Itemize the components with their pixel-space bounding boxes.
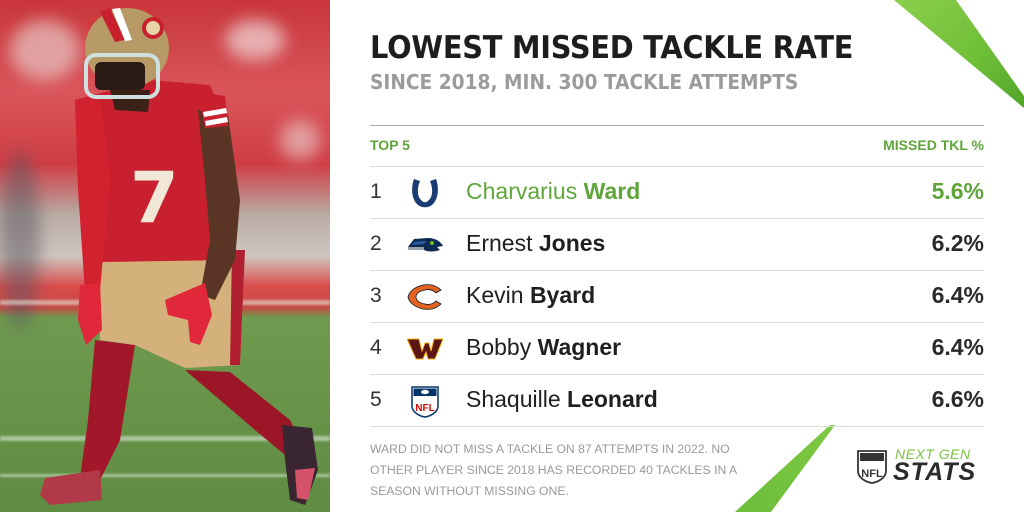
rank: 4 (370, 336, 382, 359)
rank: 5 (370, 388, 382, 411)
player-name: Kevin Byard (466, 282, 596, 308)
player-name: Bobby Wagner (466, 334, 622, 360)
table-row: 5 NFL Shaquille Leonard 6.6% (370, 375, 984, 427)
player-photo: 7 (0, 0, 330, 512)
table-row: 4 Bobby Wagner 6.4% (370, 323, 984, 375)
divider (370, 125, 984, 126)
crowd-blur (10, 20, 80, 80)
column-header-missed-tackle-pct: MISSED TKL % (883, 137, 984, 153)
divider (370, 270, 984, 271)
svg-text:NFL: NFL (861, 468, 883, 480)
missed-tackle-pct: 6.2% (931, 230, 984, 256)
rank: 3 (370, 284, 382, 307)
bears-c-icon (406, 280, 444, 314)
table-row: 3 Kevin Byard 6.4% (370, 271, 984, 323)
next-gen-label: NEXT GEN (895, 446, 971, 462)
commanders-w-icon (406, 332, 444, 366)
stats-card: LOWEST MISSED TACKLE RATE SINCE 2018, MI… (370, 0, 984, 512)
column-header-rank: TOP 5 (370, 137, 410, 153)
page-subtitle: SINCE 2018, MIN. 300 TACKLE ATTEMPTS (370, 70, 799, 94)
divider (370, 374, 984, 375)
next-gen-stats-logo: NFL NEXT GEN STATS (857, 446, 987, 486)
yard-line (0, 474, 330, 477)
divider (370, 218, 984, 219)
footnote: WARD DID NOT MISS A TACKLE ON 87 ATTEMPT… (370, 442, 737, 498)
table-row: 2 Ernest Jones 6.2% (370, 219, 984, 271)
missed-tackle-pct: 6.4% (931, 334, 984, 360)
page-title: LOWEST MISSED TACKLE RATE (370, 30, 854, 66)
rank: 2 (370, 232, 382, 255)
seahawks-icon (406, 228, 444, 262)
stats-label: STATS (893, 458, 977, 486)
table-row: 1 Charvarius Ward 5.6% (370, 167, 984, 219)
divider (370, 166, 984, 167)
nfl-shield-icon: NFL (406, 384, 444, 418)
missed-tackle-pct: 6.4% (931, 282, 984, 308)
crowd-blur (280, 120, 320, 160)
crowd-blur (225, 20, 285, 60)
rank: 1 (370, 180, 382, 203)
divider (370, 322, 984, 323)
colts-horseshoe-icon (406, 176, 444, 210)
player-name: Charvarius Ward (466, 178, 641, 204)
svg-text:NFL: NFL (415, 403, 434, 414)
player-name: Ernest Jones (466, 230, 606, 256)
yard-line (0, 436, 330, 441)
svg-text:7: 7 (130, 157, 179, 239)
missed-tackle-pct: 6.6% (931, 386, 984, 412)
player-figure: 7 (40, 8, 318, 505)
player-name: Shaquille Leonard (466, 386, 658, 412)
missed-tackle-pct: 5.6% (931, 178, 984, 204)
divider (370, 426, 984, 427)
nfl-shield-icon: NFL (857, 450, 887, 484)
